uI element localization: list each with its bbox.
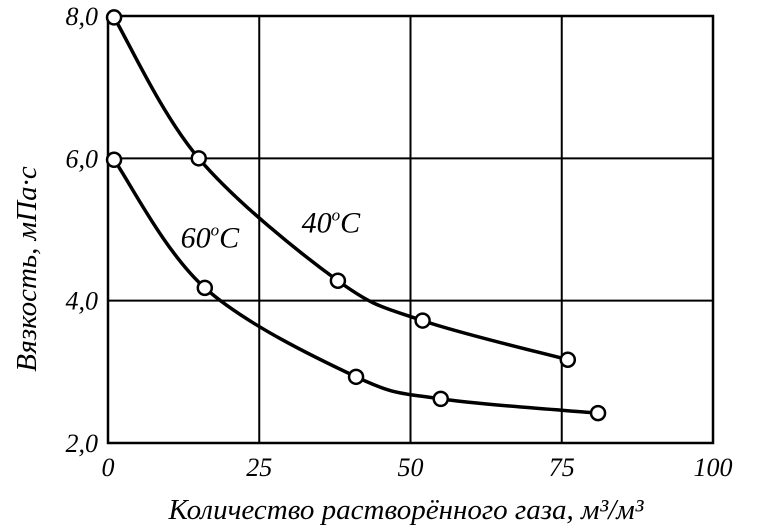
- data-point-1-3: [432, 390, 449, 408]
- tick-labels: 0 25 50 75 100 2,0 4,0 6,0 8,0: [66, 2, 733, 482]
- y-axis-title: Вязкость, мПа·с: [11, 166, 43, 372]
- x-tick-label: 50: [398, 453, 424, 482]
- x-tick-label: 0: [102, 453, 115, 482]
- y-tick-label: 2,0: [66, 429, 99, 458]
- data-point-0-1: [190, 150, 207, 167]
- x-tick-label: 75: [549, 453, 575, 482]
- series-line-1: [112, 158, 599, 415]
- x-axis-title: Количество растворённого газа, м³/м³: [168, 494, 645, 526]
- grid: [108, 16, 713, 443]
- series-layer: 40oC 60oC: [105, 9, 607, 422]
- series-line-0: [112, 16, 569, 362]
- data-point-1-1: [196, 279, 214, 297]
- data-point-0-2: [329, 272, 347, 289]
- axes-frame: [106, 14, 715, 445]
- series-label-0: 40oC: [302, 205, 362, 239]
- x-tick-label: 25: [246, 453, 272, 482]
- x-tick-label: 100: [694, 453, 733, 482]
- data-point-1-4: [589, 404, 607, 422]
- y-tick-label: 6,0: [66, 144, 99, 173]
- data-point-1-2: [347, 368, 365, 386]
- data-point-0-0: [105, 9, 123, 26]
- series-label-1: 60oC: [181, 220, 241, 254]
- y-tick-label: 4,0: [66, 287, 99, 316]
- y-tick-label: 8,0: [66, 2, 99, 31]
- data-point-0-3: [414, 312, 431, 329]
- data-point-1-0: [105, 151, 123, 169]
- plot-frame: [106, 14, 715, 445]
- data-point-0-4: [559, 351, 577, 368]
